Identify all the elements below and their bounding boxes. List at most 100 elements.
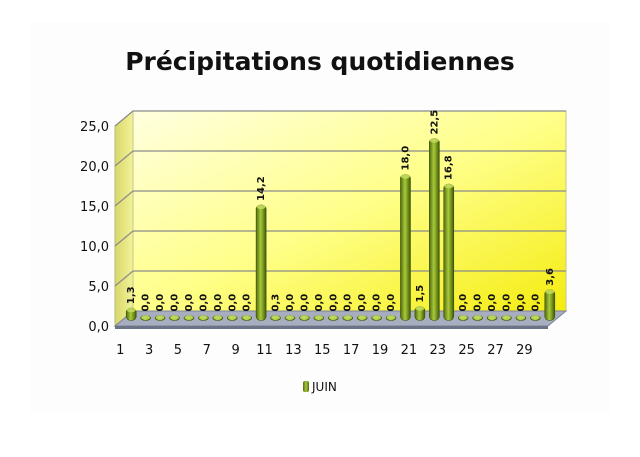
data-label: 0,0 bbox=[155, 294, 166, 312]
data-label: 0,0 bbox=[198, 294, 209, 312]
bar-cap bbox=[473, 315, 483, 320]
data-label: 0,0 bbox=[487, 294, 498, 312]
data-label: 0,0 bbox=[170, 294, 181, 312]
data-label: 0,0 bbox=[357, 294, 368, 312]
bar-cap bbox=[357, 315, 367, 320]
y-tick-label: 10,0 bbox=[80, 240, 109, 255]
gridline-side bbox=[114, 150, 134, 167]
x-axis: 1 3 5 7 9 11 13 15 17 19 21 23 25 27 29 bbox=[116, 343, 533, 358]
bar-cap bbox=[126, 307, 136, 313]
data-label: 22,5 bbox=[429, 110, 440, 135]
x-tick-label: 19 bbox=[372, 343, 389, 358]
x-tick-label: 11 bbox=[256, 343, 273, 358]
x-tick-label: 1 bbox=[116, 343, 124, 358]
y-tick-label: 20,0 bbox=[80, 160, 109, 175]
x-tick-label: 27 bbox=[487, 343, 504, 358]
y-tick-label: 0,0 bbox=[88, 320, 109, 335]
x-tick-label: 5 bbox=[174, 343, 182, 358]
gridline-side bbox=[114, 230, 134, 247]
bar bbox=[429, 138, 440, 321]
bar-cap bbox=[343, 315, 353, 320]
data-label: 0,0 bbox=[458, 294, 469, 312]
gridline-side bbox=[114, 270, 134, 287]
bar-cap bbox=[516, 315, 526, 320]
bar-cap bbox=[415, 306, 425, 311]
data-label: 0,0 bbox=[314, 294, 325, 312]
data-label: 0,3 bbox=[271, 294, 282, 312]
bar-cap bbox=[386, 315, 396, 320]
gridline-side bbox=[114, 190, 134, 207]
bar-cap bbox=[458, 315, 468, 320]
legend-label-juin: JUIN bbox=[311, 380, 337, 394]
bar-cap bbox=[213, 315, 223, 320]
bar-cap bbox=[155, 315, 165, 320]
data-label: 0,0 bbox=[242, 294, 253, 312]
bar-cap bbox=[400, 174, 410, 179]
bar-cap bbox=[299, 315, 309, 320]
bar-cap bbox=[184, 315, 194, 320]
data-label: 0,0 bbox=[386, 294, 397, 312]
data-label: 0,0 bbox=[227, 294, 238, 312]
data-label: 3,6 bbox=[545, 268, 556, 286]
bar bbox=[255, 204, 267, 321]
bar-cap bbox=[314, 315, 324, 320]
bar-cap bbox=[328, 315, 338, 320]
data-label: 0,0 bbox=[213, 294, 224, 312]
data-label: 0,0 bbox=[184, 294, 195, 312]
data-label: 0,0 bbox=[299, 294, 310, 312]
chart-title: Précipitations quotidiennes bbox=[125, 47, 515, 76]
floor bbox=[113, 310, 568, 327]
bar-cap bbox=[372, 315, 382, 320]
y-tick-label: 25,0 bbox=[80, 120, 109, 135]
x-tick-label: 25 bbox=[458, 343, 475, 358]
bar-cap bbox=[501, 315, 511, 320]
gridline-side bbox=[114, 110, 134, 127]
plot-walls bbox=[113, 109, 568, 329]
bar-cap bbox=[487, 315, 497, 320]
bar-cap bbox=[429, 138, 439, 143]
data-label: 14,2 bbox=[256, 176, 267, 201]
data-label: 0,0 bbox=[285, 294, 296, 312]
data-label: 0,0 bbox=[372, 294, 383, 312]
bar-cap bbox=[271, 315, 281, 320]
y-tick-label: 15,0 bbox=[80, 200, 109, 215]
x-tick-label: 9 bbox=[232, 343, 240, 358]
legend-swatch bbox=[303, 381, 309, 392]
data-label: 0,0 bbox=[141, 294, 152, 312]
data-label: 18,0 bbox=[400, 146, 411, 171]
bars bbox=[125, 138, 556, 321]
legend: JUIN bbox=[303, 380, 337, 394]
floor-edge bbox=[115, 326, 548, 329]
back-wall bbox=[132, 110, 567, 312]
x-tick-label: 3 bbox=[145, 343, 153, 358]
y-axis: 0,0 5,0 10,0 15,0 20,0 25,0 bbox=[80, 120, 109, 335]
data-label: 0,0 bbox=[343, 294, 354, 312]
x-tick-label: 21 bbox=[401, 343, 418, 358]
x-tick-label: 13 bbox=[285, 343, 302, 358]
x-tick-label: 15 bbox=[314, 343, 331, 358]
bar-cap bbox=[545, 289, 555, 294]
bar-cap bbox=[227, 315, 237, 320]
data-label: 0,0 bbox=[516, 294, 527, 312]
bar-cap bbox=[285, 315, 295, 320]
data-label: 0,0 bbox=[473, 294, 484, 312]
bar-cap bbox=[198, 315, 208, 320]
x-tick-label: 7 bbox=[203, 343, 211, 358]
bar-cap bbox=[444, 183, 454, 189]
bar-cap bbox=[170, 315, 180, 320]
bar bbox=[544, 289, 556, 321]
x-tick-label: 29 bbox=[516, 343, 533, 358]
data-label: 0,0 bbox=[501, 294, 512, 312]
bar bbox=[400, 174, 411, 321]
bar-cap bbox=[242, 315, 252, 320]
y-tick-label: 5,0 bbox=[88, 280, 109, 295]
data-labels: 1,3 0,0 0,0 0,0 0,0 0,0 0,0 0,0 0,014,20,3 0,0 0,0… bbox=[126, 110, 556, 312]
x-tick-label: 17 bbox=[343, 343, 360, 358]
x-tick-label: 23 bbox=[429, 343, 446, 358]
bar-cap bbox=[530, 315, 540, 320]
bar bbox=[443, 183, 455, 321]
bar-cap bbox=[256, 204, 266, 210]
bar-cap bbox=[141, 315, 151, 320]
data-label: 0,0 bbox=[328, 294, 339, 312]
